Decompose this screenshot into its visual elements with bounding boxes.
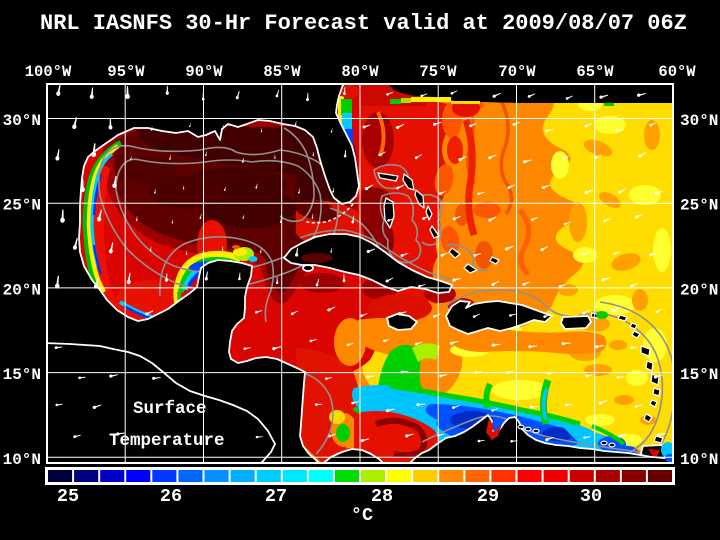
svg-text:25°N: 25°N: [680, 197, 718, 215]
svg-text:25°N: 25°N: [3, 197, 41, 215]
svg-text:70°W: 70°W: [498, 63, 536, 81]
svg-text:10°N: 10°N: [3, 451, 41, 469]
svg-text:60°W: 60°W: [658, 63, 696, 81]
svg-text:15°N: 15°N: [3, 366, 41, 384]
svg-text:25: 25: [57, 486, 79, 507]
svg-text:°C: °C: [351, 505, 373, 526]
svg-text:26: 26: [160, 486, 182, 507]
svg-text:30: 30: [580, 486, 602, 507]
svg-text:100°W: 100°W: [25, 63, 72, 81]
svg-text:Temperature: Temperature: [109, 431, 225, 451]
svg-text:10°N: 10°N: [680, 451, 718, 469]
svg-text:29: 29: [477, 486, 499, 507]
svg-text:NRL IASNFS 30-Hr Forecast val: NRL IASNFS 30-Hr Forecast valid at 2009/…: [40, 11, 687, 36]
svg-text:30°N: 30°N: [680, 112, 718, 130]
svg-text:65°W: 65°W: [576, 63, 614, 81]
svg-text:Surface: Surface: [133, 399, 207, 419]
svg-text:80°W: 80°W: [341, 63, 379, 81]
svg-text:20°N: 20°N: [680, 281, 718, 299]
svg-text:28: 28: [371, 486, 393, 507]
svg-text:75°W: 75°W: [419, 63, 457, 81]
svg-text:27: 27: [265, 486, 287, 507]
svg-text:85°W: 85°W: [263, 63, 301, 81]
svg-text:15°N: 15°N: [680, 366, 718, 384]
svg-text:30°N: 30°N: [3, 112, 41, 130]
svg-text:95°W: 95°W: [107, 63, 145, 81]
svg-text:90°W: 90°W: [185, 63, 223, 81]
svg-text:20°N: 20°N: [3, 281, 41, 299]
